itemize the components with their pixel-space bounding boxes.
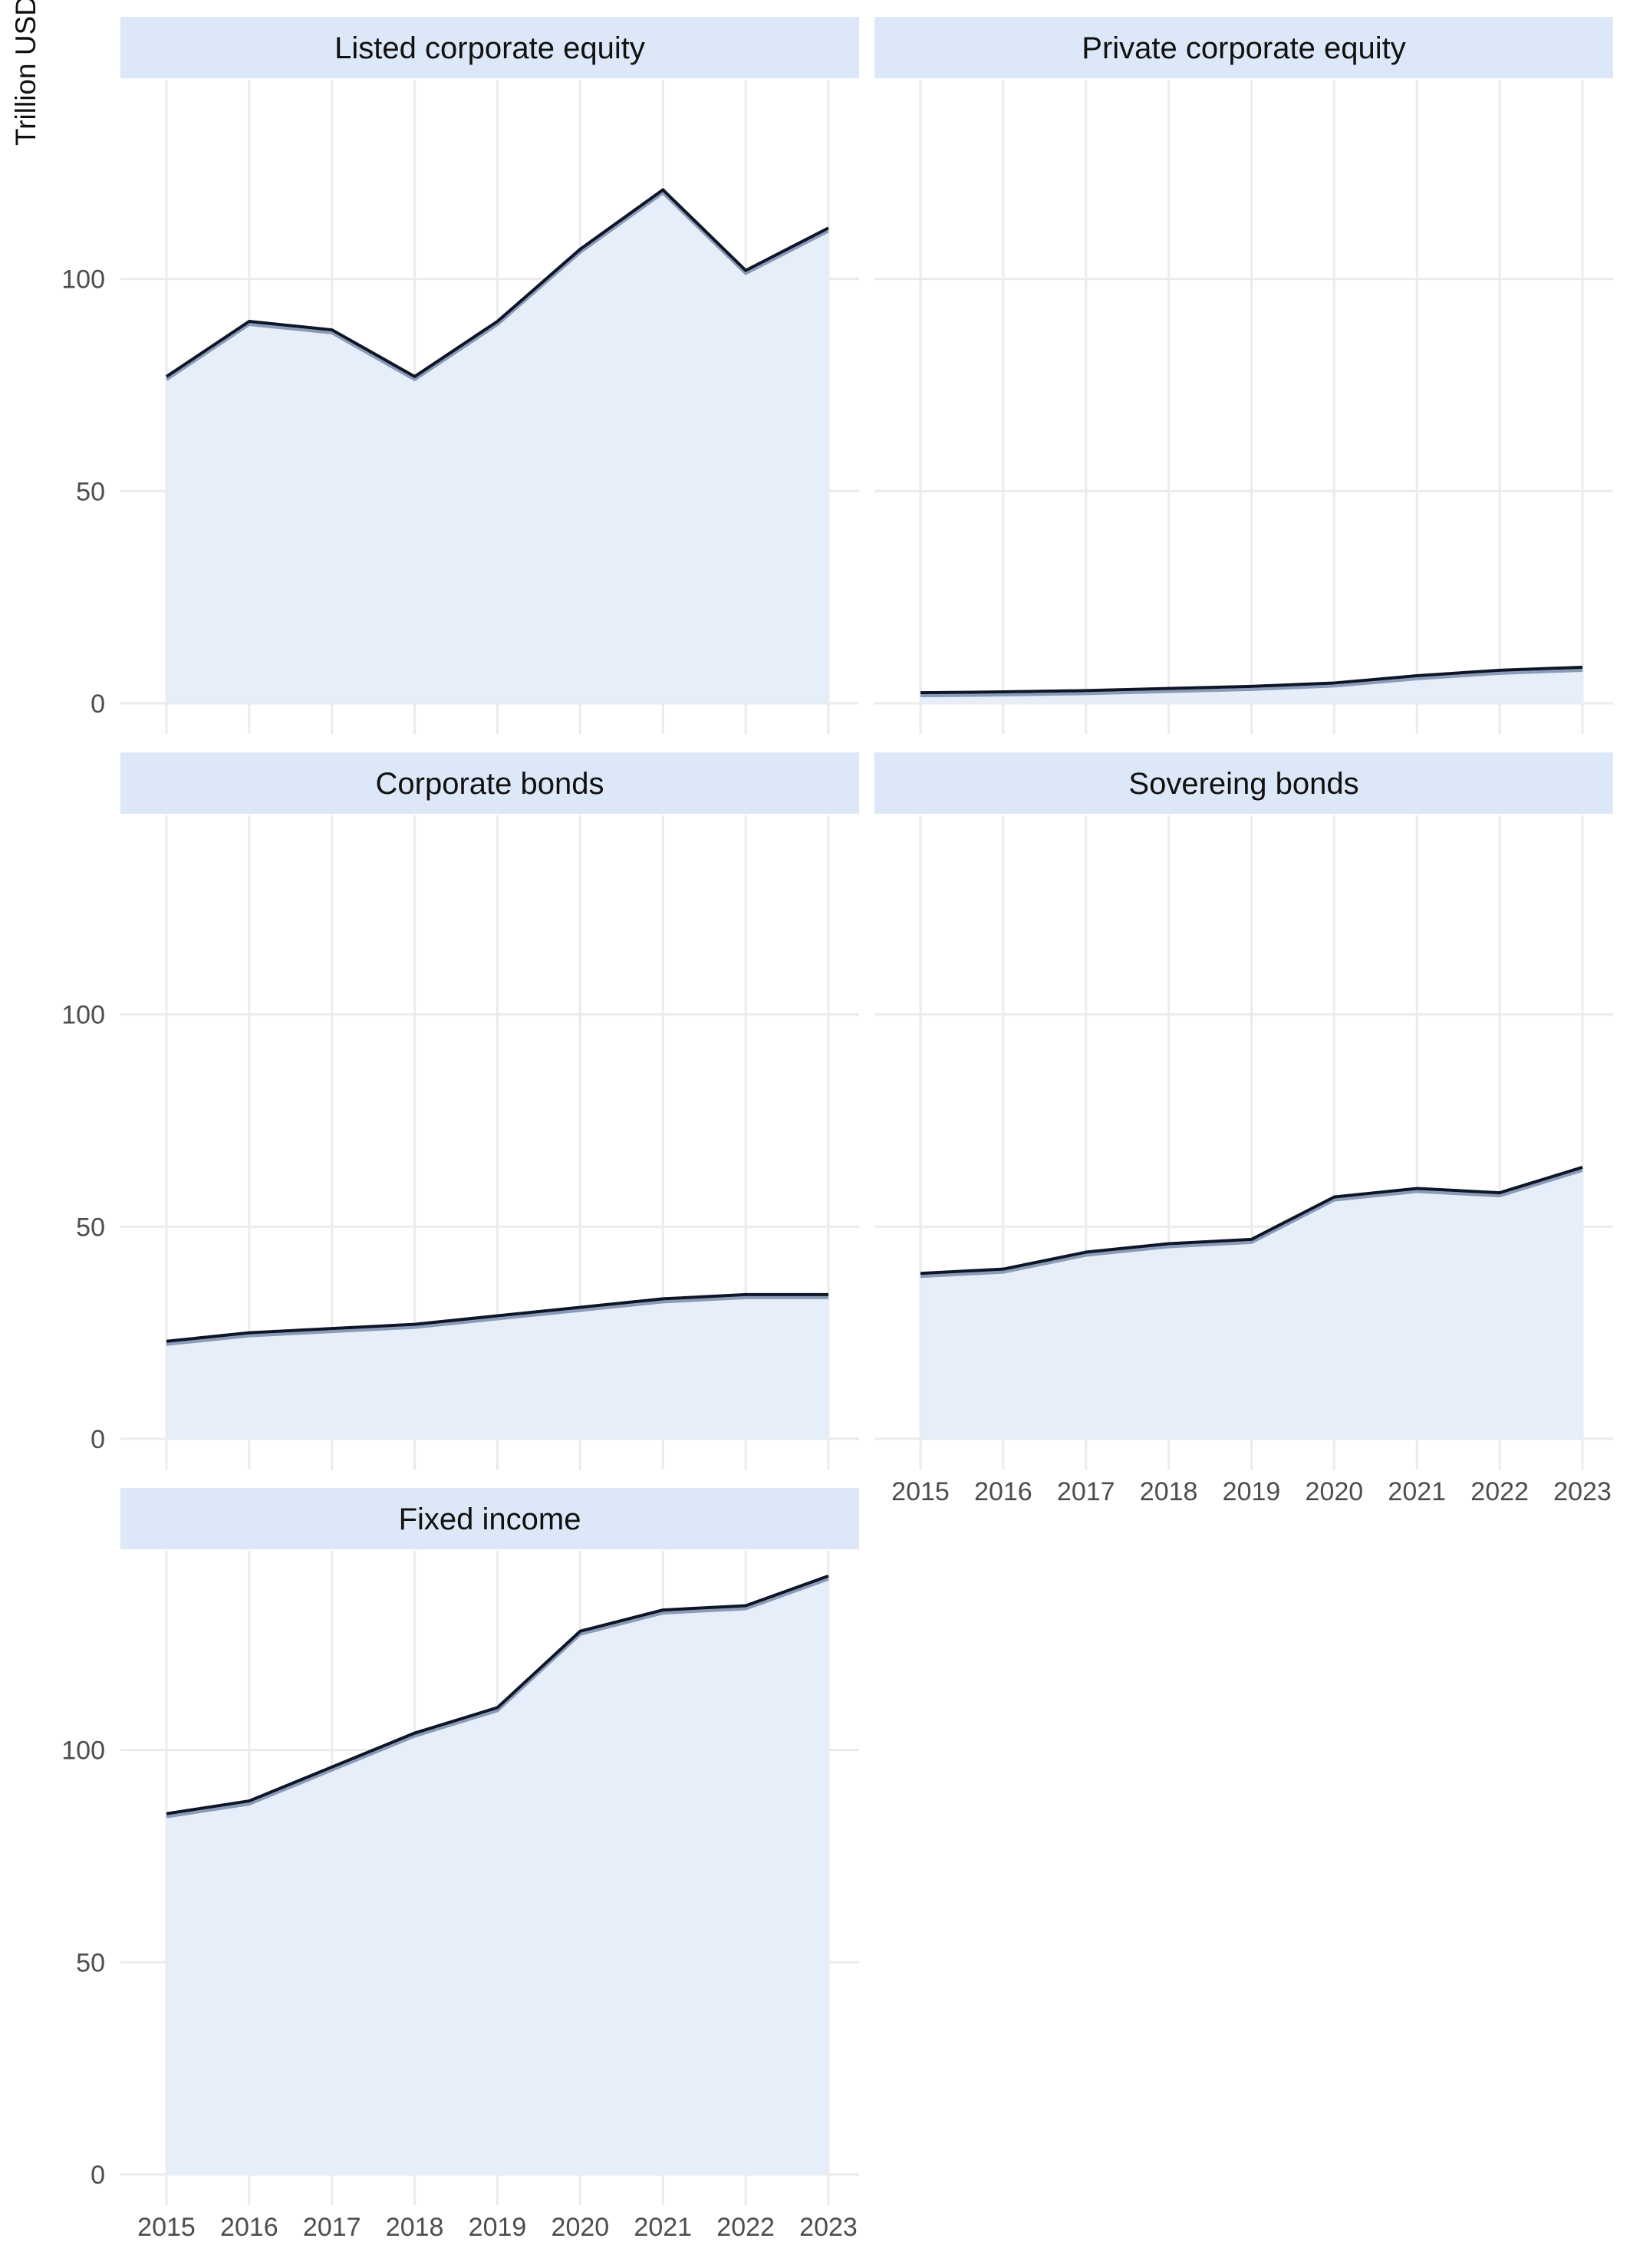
y-tick-label: 0 <box>91 1425 105 1454</box>
panel-strip <box>874 752 1613 814</box>
series-line <box>165 188 829 378</box>
series-line <box>166 1574 829 1815</box>
area-fill <box>920 1167 1582 1439</box>
panel-3: Corporate bonds 0 50 100 <box>61 752 859 1470</box>
x-tick-label: 2021 <box>1388 1477 1446 1506</box>
x-tick-label: 2017 <box>1057 1477 1115 1506</box>
y-tick-label: 100 <box>61 1001 105 1030</box>
panel-title: Corporate bonds <box>376 767 604 801</box>
x-tick-label: 2023 <box>1553 1477 1612 1506</box>
area-fill <box>166 189 828 703</box>
x-tick-label: 2019 <box>469 2213 527 2242</box>
x-tick-label: 2018 <box>386 2213 444 2242</box>
x-tick-label: 2021 <box>634 2213 692 2242</box>
panel-5: Fixed income 0 50 100 2015 2016 2017 2018 2019 20… <box>61 1488 859 2242</box>
x-tick-label: 2020 <box>1306 1477 1364 1506</box>
panel-title: Listed corporate equity <box>334 31 645 65</box>
series-line-shadow <box>166 1295 828 1346</box>
area-fill <box>166 1575 828 2174</box>
series-line-shadow <box>166 1577 829 1819</box>
panel-2: Private corporate equity <box>874 17 1613 734</box>
y-axis-title: Trillion USD <box>10 0 41 146</box>
series-line <box>920 1165 1583 1276</box>
series-line <box>166 1292 828 1343</box>
y-tick-label: 100 <box>61 1736 105 1766</box>
panel-1: Listed corporate equity 0 50 100 <box>61 17 859 734</box>
panel-strip <box>874 17 1613 78</box>
y-tick-label: 0 <box>91 2161 105 2190</box>
panel-strip <box>120 17 859 78</box>
x-tick-label: 2022 <box>1470 1477 1529 1506</box>
x-tick-label: 2018 <box>1140 1477 1198 1506</box>
panel-strip <box>120 752 859 814</box>
panel-title: Private corporate equity <box>1082 31 1405 65</box>
x-tick-label: 2019 <box>1223 1477 1281 1506</box>
x-tick-label: 2016 <box>974 1477 1032 1506</box>
panel-4: Sovereing bonds 2015 2016 2017 2018 2019 2020 2… <box>874 752 1613 1506</box>
y-tick-label: 50 <box>76 1213 105 1242</box>
y-tick-label: 50 <box>76 477 105 506</box>
series-line-shadow <box>920 1168 1583 1279</box>
x-tick-label: 2020 <box>552 2213 610 2242</box>
series-line-shadow <box>920 668 1583 698</box>
x-tick-label: 2022 <box>716 2213 775 2242</box>
x-tick-label: 2016 <box>220 2213 278 2242</box>
x-tick-label: 2017 <box>303 2213 361 2242</box>
x-tick-label: 2023 <box>799 2213 858 2242</box>
x-tick-label: 2015 <box>891 1477 950 1506</box>
panels: Listed corporate equity 0 50 100 Private cor… <box>61 17 1613 2242</box>
panel-strip <box>120 1488 859 1549</box>
series-line <box>920 665 1583 695</box>
panel-title: Fixed income <box>399 1503 581 1536</box>
y-tick-label: 100 <box>61 265 105 295</box>
y-axis-title-group: Trillion USD <box>10 0 41 146</box>
y-tick-label: 0 <box>91 690 105 719</box>
series-line-shadow <box>165 190 829 382</box>
panel-title: Sovereing bonds <box>1128 767 1358 801</box>
x-tick-label: 2015 <box>137 2213 196 2242</box>
y-tick-label: 50 <box>76 1948 105 1977</box>
